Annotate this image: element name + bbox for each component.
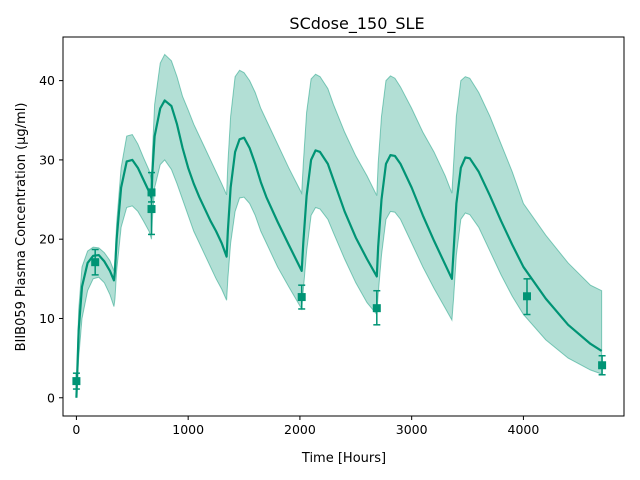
y-tick-label: 20 xyxy=(39,232,55,247)
y-axis: 0 10 20 30 40 xyxy=(39,73,63,405)
x-tick-label: 2000 xyxy=(284,422,316,437)
observation-point xyxy=(598,354,607,376)
observation-marker xyxy=(91,258,100,267)
observation-point xyxy=(72,372,81,390)
observation-point xyxy=(147,189,156,236)
plot-frame xyxy=(62,36,625,417)
y-tick-label: 40 xyxy=(39,73,55,88)
y-tick-label: 0 xyxy=(47,390,55,405)
observation-point xyxy=(522,278,531,316)
observation-marker xyxy=(147,205,156,214)
y-tick-label: 30 xyxy=(39,152,55,167)
observation-marker xyxy=(372,304,381,313)
chart-title: SCdose_150_SLE xyxy=(289,14,424,34)
median-line xyxy=(75,99,603,398)
y-axis-label: BIIB059 Plasma Concentration (µg/ml) xyxy=(14,103,29,352)
observation-marker xyxy=(72,377,81,386)
observation-marker xyxy=(297,293,306,302)
observation-marker xyxy=(598,361,607,370)
x-tick-label: 1000 xyxy=(172,422,204,437)
observation-marker xyxy=(522,292,531,301)
y-tick-label: 10 xyxy=(39,311,55,326)
x-tick-label: 0 xyxy=(72,422,80,437)
observation-point xyxy=(297,284,306,310)
x-tick-label: 4000 xyxy=(508,422,540,437)
x-axis-label: Time [Hours] xyxy=(301,451,386,466)
x-axis: 0 1000 2000 3000 4000 xyxy=(72,416,539,437)
observation-point xyxy=(91,248,100,276)
observation-point xyxy=(372,289,381,326)
plot-area xyxy=(72,53,607,398)
x-tick-label: 3000 xyxy=(396,422,428,437)
